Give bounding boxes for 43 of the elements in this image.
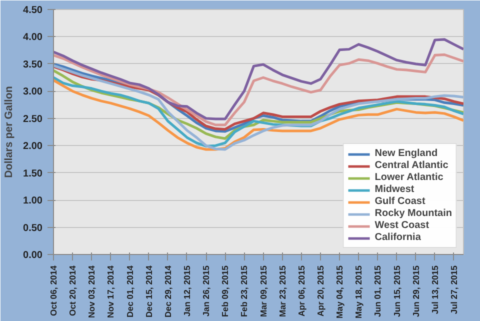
legend-label: Gulf Coast: [374, 196, 426, 207]
y-tick-label: 0.50: [23, 222, 43, 234]
y-tick-label: 1.50: [23, 168, 43, 180]
x-tick-label: Jan 12, 2015: [182, 265, 192, 317]
y-tick-label: 3.50: [23, 59, 43, 70]
x-tick-label: Jul 13, 2015: [430, 265, 440, 314]
line-series: [54, 53, 464, 126]
x-tick-label: Dec 15, 2014: [144, 265, 154, 318]
y-tick-label: 4.50: [23, 5, 43, 16]
x-tick-label: May 18, 2015: [354, 265, 364, 318]
x-tick-label: Jun 15, 2015: [392, 265, 402, 317]
x-tick-label: May 04, 2015: [334, 265, 345, 318]
y-axis-title: Dollars per Gallon: [3, 86, 16, 178]
legend-label: Midwest: [374, 184, 414, 195]
y-tick-label: 3.00: [23, 86, 43, 98]
legend-label: California: [374, 232, 421, 243]
x-tick-label: Mar 09, 2015: [258, 265, 268, 317]
legend-label: New England: [374, 148, 438, 159]
y-tick-label: 0.00: [23, 250, 43, 261]
legend-label: Central Atlantic: [374, 160, 448, 171]
x-tick-label: Apr 20, 2015: [315, 265, 326, 317]
x-tick-label: Dec 29, 2014: [162, 265, 173, 318]
x-tick-label: Nov 17, 2014: [106, 265, 116, 318]
x-tick-label: Dec 01, 2014: [124, 265, 135, 318]
legend-label: Rocky Mountain: [374, 208, 452, 219]
x-tick-label: Nov 03, 2014: [86, 265, 97, 318]
x-tick-label: Feb 23, 2015: [239, 265, 250, 317]
x-tick-label: Mar 23, 2015: [277, 265, 288, 317]
x-tick-label: Jul 27, 2015: [448, 265, 459, 314]
y-tick-label: 4.00: [23, 32, 43, 44]
y-tick-label: 1.00: [23, 196, 43, 207]
x-tick-label: Jun 01, 2015: [372, 265, 383, 317]
x-tick-label: Oct 06, 2014: [48, 265, 58, 316]
x-tick-label: Oct 20, 2014: [68, 265, 78, 316]
y-tick-label: 2.00: [23, 141, 43, 152]
x-tick-label: Apr 06, 2015: [296, 265, 306, 317]
line-series: [54, 38, 464, 120]
x-tick-label: Feb 09, 2015: [220, 265, 230, 317]
x-tick-label: Jun 29, 2015: [410, 265, 421, 317]
y-tick-label: 2.50: [23, 114, 43, 125]
legend-label: West Coast: [374, 220, 430, 231]
legend-label: Lower Atlantic: [374, 172, 444, 183]
x-tick-label: Jan 26, 2015: [201, 265, 212, 317]
